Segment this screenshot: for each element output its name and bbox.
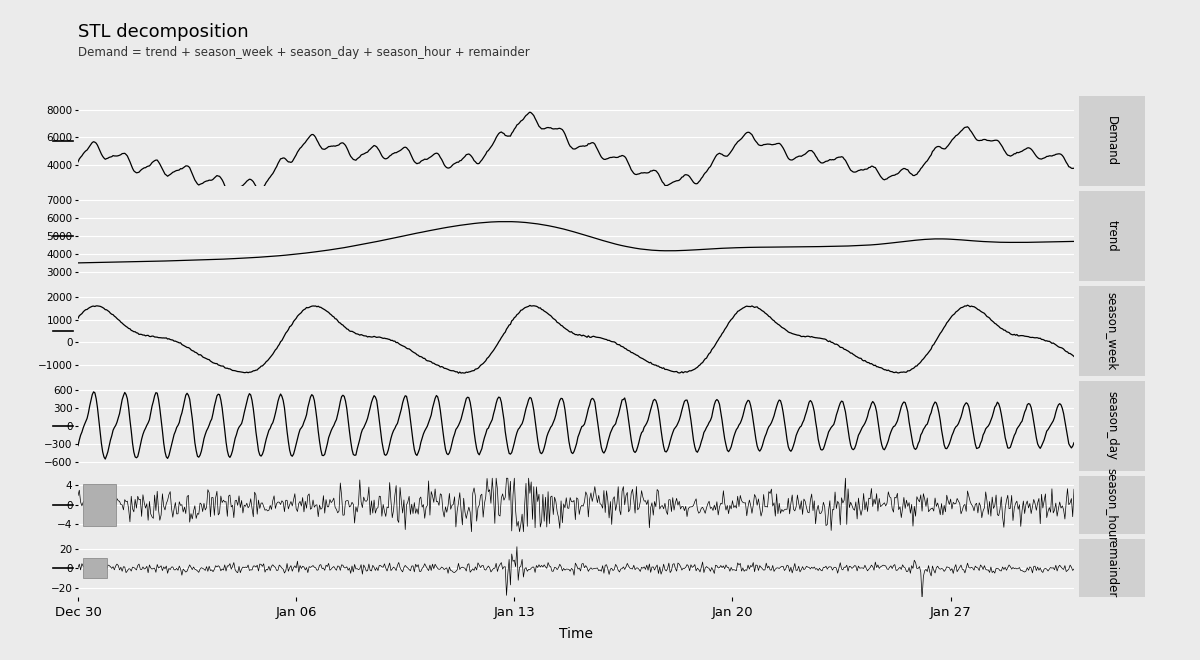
Text: season_day: season_day: [1105, 391, 1118, 461]
Bar: [83, 484, 115, 526]
Text: season_week: season_week: [1105, 292, 1118, 370]
Text: Demand = trend + season_week + season_day + season_hour + remainder: Demand = trend + season_week + season_da…: [78, 46, 529, 59]
Text: Demand: Demand: [1105, 115, 1118, 166]
Text: season_hour: season_hour: [1105, 468, 1118, 542]
Text: remainder: remainder: [1105, 537, 1118, 599]
Text: STL decomposition: STL decomposition: [78, 23, 248, 41]
X-axis label: Time: Time: [559, 627, 593, 641]
Text: trend: trend: [1105, 220, 1118, 251]
Bar: [83, 558, 107, 578]
